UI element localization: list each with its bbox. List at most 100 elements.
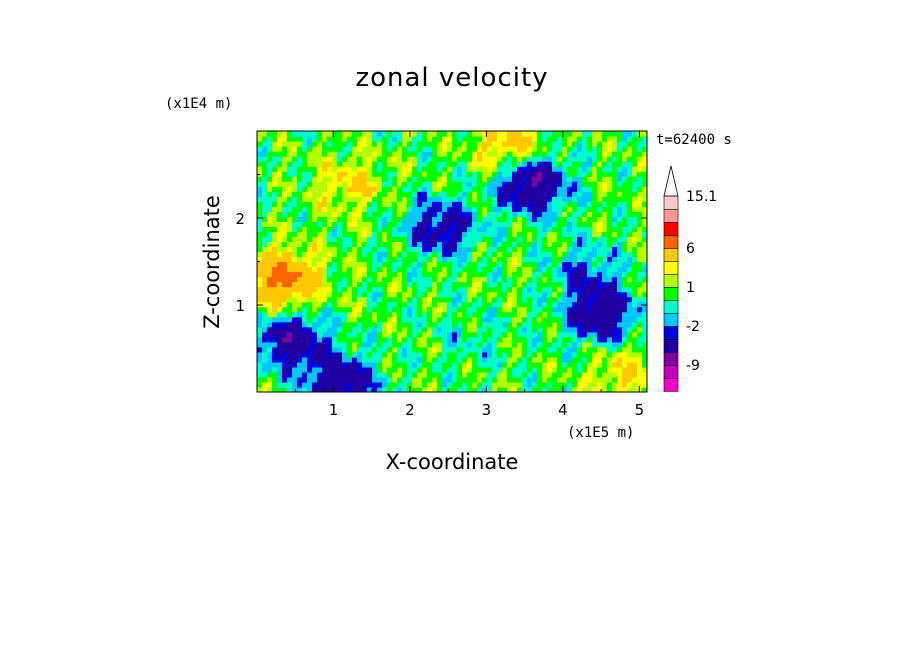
heatmap-cell (322, 221, 328, 227)
heatmap-cell (282, 306, 288, 313)
heatmap-cell (292, 376, 298, 383)
heatmap-cell (457, 131, 463, 137)
heatmap-cell (422, 366, 428, 373)
heatmap-cell (422, 341, 428, 348)
heatmap-cell (607, 336, 613, 343)
heatmap-cell (312, 216, 318, 222)
heatmap-cell (562, 301, 568, 308)
heatmap-cell (627, 286, 633, 293)
heatmap-cell (382, 176, 388, 182)
heatmap-cell (527, 261, 533, 268)
heatmap-cell (327, 226, 333, 232)
heatmap-cell (507, 211, 513, 217)
heatmap-cell (642, 221, 647, 227)
heatmap-cell (317, 181, 323, 187)
heatmap-cell (587, 281, 593, 288)
heatmap-cell (302, 266, 308, 273)
heatmap-cell (462, 196, 468, 202)
heatmap-cell (332, 186, 338, 192)
heatmap-cell (562, 261, 568, 268)
heatmap-cell (417, 186, 423, 192)
heatmap-cell (337, 231, 343, 237)
heatmap-cell (377, 291, 383, 298)
heatmap-cell (447, 266, 453, 273)
heatmap-cell (572, 351, 578, 358)
heatmap-cell (352, 311, 358, 318)
heatmap-cell (337, 256, 343, 263)
heatmap-cell (357, 316, 363, 323)
heatmap-cell (522, 331, 528, 338)
heatmap-cell (552, 236, 558, 243)
heatmap-cell (452, 131, 458, 137)
heatmap-cell (442, 321, 448, 328)
heatmap-cell (322, 151, 328, 157)
heatmap-cell (402, 151, 408, 157)
heatmap-cell (502, 361, 508, 368)
heatmap-cell (267, 221, 273, 227)
heatmap-cell (547, 246, 553, 253)
heatmap-cell (447, 186, 453, 192)
heatmap-cell (277, 341, 283, 348)
heatmap-cell (472, 221, 478, 227)
heatmap-cell (417, 331, 423, 338)
heatmap-cell (352, 356, 358, 363)
heatmap-cell (607, 131, 613, 137)
heatmap-cell (267, 151, 273, 157)
heatmap-cell (307, 221, 313, 227)
heatmap-cell (407, 341, 413, 348)
heatmap-cell (392, 176, 398, 182)
heatmap-cell (587, 211, 593, 217)
heatmap-cell (627, 321, 633, 328)
heatmap-cell (382, 161, 388, 167)
heatmap-cell (367, 181, 373, 187)
heatmap-cell (622, 316, 628, 323)
heatmap-cell (342, 156, 348, 162)
heatmap-cell (297, 266, 303, 273)
heatmap-cell (537, 226, 543, 232)
heatmap-cell (582, 326, 588, 333)
heatmap-cell (292, 196, 298, 202)
heatmap-cell (287, 336, 293, 343)
heatmap-cell (502, 186, 508, 192)
heatmap-cell (307, 196, 313, 202)
heatmap-cell (462, 146, 468, 152)
heatmap-cell (637, 296, 643, 303)
heatmap-cell (617, 176, 623, 182)
heatmap-cell (472, 346, 478, 353)
heatmap-cell (497, 266, 503, 273)
heatmap-cell (577, 291, 583, 298)
heatmap-cell (467, 261, 473, 268)
heatmap-cell (292, 256, 298, 263)
heatmap-cell (387, 341, 393, 348)
heatmap-cell (382, 356, 388, 363)
heatmap-cell (317, 321, 323, 328)
heatmap-cell (567, 176, 573, 182)
heatmap-cell (612, 271, 618, 278)
heatmap-cell (542, 276, 548, 283)
heatmap-cell (542, 181, 548, 187)
heatmap-cell (477, 231, 483, 237)
heatmap-cell (342, 176, 348, 182)
heatmap-cell (317, 156, 323, 162)
heatmap-cell (467, 346, 473, 353)
heatmap-cell (622, 136, 628, 142)
heatmap-cell (587, 376, 593, 383)
heatmap-cell (347, 276, 353, 283)
heatmap-cell (262, 151, 268, 157)
heatmap-cell (502, 221, 508, 227)
heatmap-cell (522, 266, 528, 273)
heatmap-cell (527, 266, 533, 273)
heatmap-cell (402, 296, 408, 303)
heatmap-cell (317, 361, 323, 368)
heatmap-cell (482, 211, 488, 217)
heatmap-cell (607, 221, 613, 227)
heatmap-cell (392, 221, 398, 227)
heatmap-cell (332, 386, 338, 392)
heatmap-cell (602, 206, 608, 212)
heatmap-cell (497, 176, 503, 182)
heatmap-cell (257, 356, 263, 363)
heatmap-cell (417, 226, 423, 232)
heatmap-cell (557, 376, 563, 383)
heatmap-cell (272, 171, 278, 177)
heatmap-cell (627, 376, 633, 383)
